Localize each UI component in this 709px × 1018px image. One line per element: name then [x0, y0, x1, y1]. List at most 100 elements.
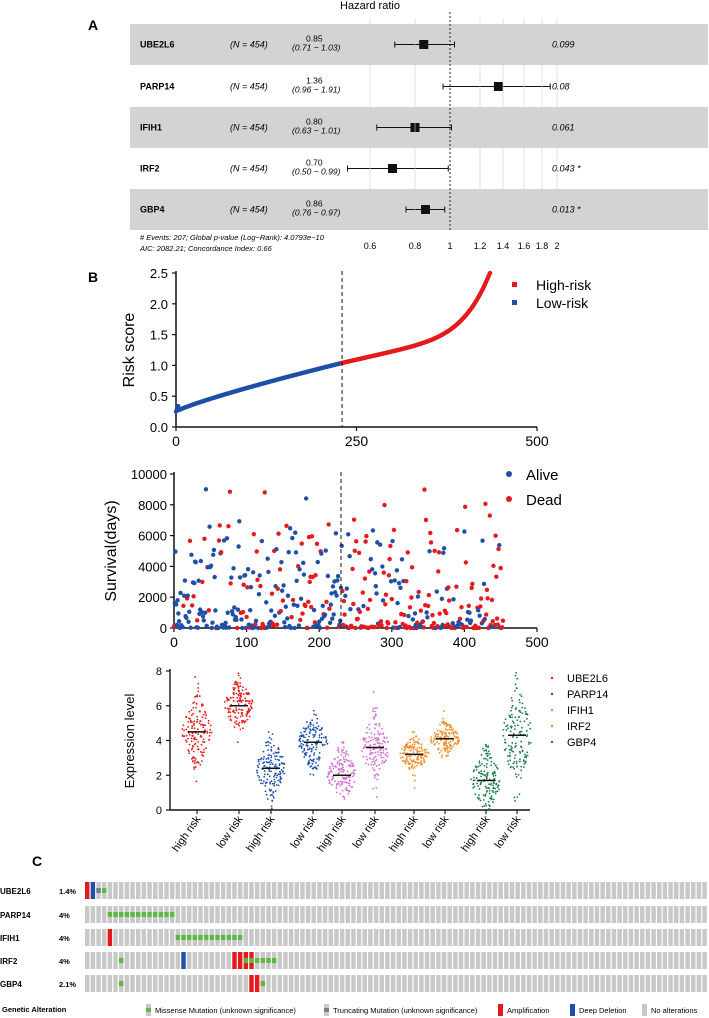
- expr-point: [265, 741, 267, 744]
- alive-point: [257, 573, 262, 578]
- expr-point: [306, 745, 309, 748]
- alive-point: [293, 550, 299, 555]
- dead-point: [362, 576, 368, 581]
- expr-point: [329, 767, 331, 770]
- onco-cell: [317, 906, 322, 923]
- expr-point: [378, 767, 381, 770]
- alive-point: [211, 552, 216, 558]
- onco-cell: [560, 929, 566, 946]
- expr-point: [480, 775, 483, 778]
- expr-point: [263, 773, 266, 776]
- alive-point: [236, 544, 241, 549]
- alive-point: [243, 625, 249, 631]
- onco-cell: [152, 882, 158, 899]
- expr-point: [339, 792, 342, 795]
- onco-cell: [589, 952, 594, 969]
- expr-point: [329, 770, 332, 773]
- onco-cell: [396, 882, 401, 899]
- dead-point: [383, 602, 388, 607]
- alive-point: [216, 625, 221, 631]
- expr-point: [423, 759, 425, 761]
- onco-cell: [492, 952, 498, 969]
- onco-cell: [498, 975, 503, 992]
- expr-point: [479, 783, 482, 786]
- legend-dead-marker: [506, 496, 512, 502]
- onco-cell: [606, 975, 611, 992]
- onco-cell: [498, 952, 503, 969]
- onco-missense-mark: [192, 935, 198, 940]
- expr-point: [375, 737, 377, 740]
- onco-cell: [186, 975, 192, 992]
- expr-point: [260, 757, 263, 760]
- expr-point: [490, 756, 493, 759]
- onco-cell: [141, 929, 147, 946]
- dead-point: [327, 606, 332, 611]
- onco-cell: [175, 952, 181, 969]
- expr-point: [371, 761, 374, 763]
- onco-cell: [470, 975, 475, 992]
- expr-point: [374, 713, 377, 716]
- dead-point: [313, 572, 318, 578]
- expr-point: [472, 776, 475, 779]
- onco-cell: [685, 952, 690, 969]
- expr-point: [235, 680, 237, 683]
- expr-point: [453, 735, 456, 737]
- expr-point: [504, 718, 507, 721]
- expr-point: [239, 685, 242, 688]
- expr-point: [495, 783, 498, 786]
- expr-point: [411, 744, 414, 746]
- alive-point: [237, 519, 242, 524]
- expr-point: [329, 781, 331, 784]
- onco-cell: [288, 952, 294, 969]
- onco-cell: [362, 882, 367, 899]
- expr-point: [367, 740, 370, 743]
- expr-point: [507, 727, 510, 730]
- expr-point: [241, 721, 243, 724]
- expr-point: [442, 717, 445, 720]
- onco-cell: [141, 882, 147, 899]
- expr-point: [309, 758, 312, 761]
- onco-cell: [396, 975, 401, 992]
- onco-cell: [481, 882, 486, 899]
- expr-point: [414, 774, 417, 777]
- alive-point: [337, 622, 342, 627]
- expr-point: [313, 754, 315, 756]
- expr-point: [332, 767, 335, 770]
- onco-cell: [390, 952, 396, 969]
- expr-y-tick-label: 4: [156, 736, 162, 748]
- onco-cell: [509, 952, 515, 969]
- expr-point: [493, 762, 496, 765]
- expr-point: [377, 741, 379, 744]
- expr-point: [238, 708, 240, 711]
- expr-point: [277, 758, 279, 761]
- expr-point: [371, 767, 374, 769]
- dead-point: [191, 594, 196, 599]
- expr-point: [478, 762, 481, 764]
- expr-point: [497, 784, 499, 787]
- onco-cell: [396, 952, 401, 969]
- alive-point: [286, 550, 291, 555]
- alive-point: [475, 608, 481, 613]
- alive-point: [250, 570, 256, 575]
- expr-point: [480, 753, 483, 756]
- expr-point: [352, 769, 355, 772]
- expr-point: [338, 759, 341, 762]
- dead-point: [386, 573, 392, 578]
- expr-point: [372, 763, 375, 766]
- expr-point: [342, 781, 344, 783]
- alive-point: [462, 529, 467, 534]
- onco-cell: [470, 952, 475, 969]
- onco-cell: [203, 882, 209, 899]
- expr-point: [434, 742, 437, 745]
- onco-cell: [606, 882, 611, 899]
- expr-point: [187, 726, 190, 728]
- expr-point: [377, 730, 380, 733]
- expr-point: [520, 765, 523, 768]
- expr-point: [368, 736, 371, 738]
- alive-point: [274, 547, 279, 552]
- expr-category-label: high risk: [387, 813, 421, 854]
- alive-point: [301, 560, 306, 566]
- forest-ci-label: (0.76 − 0.97): [292, 208, 341, 218]
- expr-point: [514, 742, 517, 745]
- expr-point: [257, 766, 260, 769]
